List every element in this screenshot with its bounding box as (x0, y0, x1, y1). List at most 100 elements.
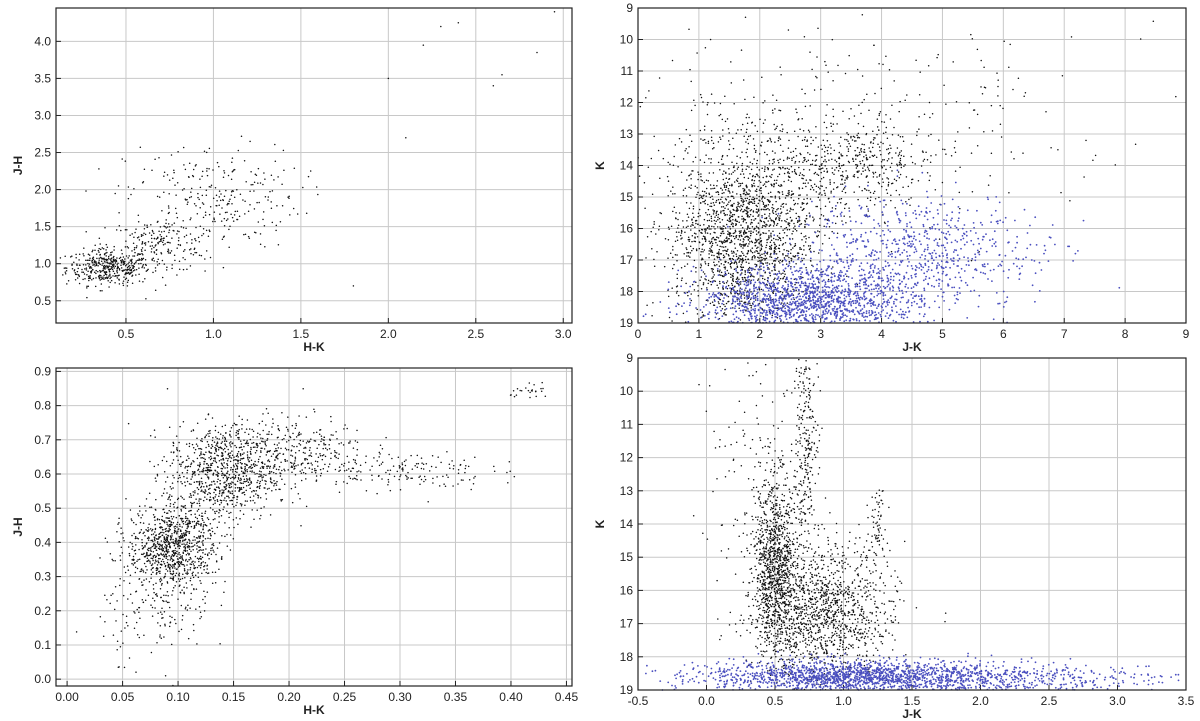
data-point (833, 298, 835, 301)
data-point (748, 116, 750, 119)
data-point (786, 255, 789, 257)
data-point (812, 292, 815, 294)
data-point (888, 69, 891, 71)
data-point (849, 242, 851, 245)
data-point (901, 135, 904, 138)
data-point (733, 251, 735, 254)
data-point (669, 252, 672, 255)
data-point (715, 313, 718, 315)
data-point (672, 186, 674, 188)
data-point (973, 226, 975, 229)
data-point (766, 251, 769, 254)
data-point (805, 238, 807, 240)
data-point (819, 208, 822, 210)
data-point (189, 218, 191, 221)
data-point (834, 222, 837, 225)
data-point (729, 287, 731, 289)
data-point (830, 300, 833, 302)
data-point (129, 234, 131, 236)
data-point (671, 59, 674, 62)
data-point (864, 169, 867, 171)
data-point (852, 318, 855, 321)
data-point (1022, 152, 1024, 154)
data-point (255, 231, 257, 234)
data-point (806, 140, 808, 143)
data-point (236, 210, 239, 212)
data-point (799, 314, 801, 317)
data-point (682, 158, 685, 160)
data-point (726, 287, 729, 290)
data-point (951, 198, 954, 201)
data-point (944, 148, 946, 151)
data-point (882, 63, 884, 66)
data-point (844, 273, 847, 275)
data-point (836, 262, 839, 265)
data-point (764, 225, 767, 228)
data-point (857, 294, 860, 297)
data-point (197, 236, 200, 239)
data-point (853, 313, 856, 316)
data-point (713, 219, 716, 222)
data-point (722, 240, 724, 243)
data-point (738, 289, 741, 292)
data-point (734, 229, 737, 232)
data-point (263, 225, 266, 227)
data-point (910, 265, 913, 267)
data-point (264, 246, 266, 248)
data-point (98, 168, 100, 170)
data-point (730, 61, 732, 63)
data-point (751, 251, 754, 254)
data-point (855, 158, 857, 160)
data-point (792, 296, 795, 299)
data-point (739, 231, 742, 234)
data-point (813, 172, 816, 175)
data-point (746, 215, 749, 218)
data-point (851, 257, 854, 260)
data-point (777, 282, 780, 284)
data-point (780, 212, 782, 215)
data-point (698, 241, 701, 243)
data-point (240, 135, 243, 138)
data-point (802, 161, 804, 164)
data-point (154, 289, 157, 291)
data-point (834, 159, 836, 161)
data-point (732, 171, 734, 173)
data-point (763, 170, 766, 173)
data-point (141, 265, 144, 267)
data-point (872, 176, 875, 178)
data-point (786, 156, 789, 159)
data-point (856, 134, 858, 136)
data-point (144, 244, 147, 246)
data-point (250, 170, 252, 173)
data-point (887, 158, 890, 160)
data-point (745, 287, 747, 289)
data-point (851, 139, 854, 141)
data-point (105, 261, 107, 263)
data-point (824, 297, 827, 299)
data-point (803, 174, 805, 177)
data-point (778, 196, 781, 198)
data-point (718, 114, 720, 117)
data-point (158, 156, 160, 159)
data-point (926, 218, 929, 221)
data-point (269, 190, 271, 193)
data-point (738, 236, 741, 238)
data-point (71, 268, 74, 270)
data-point (783, 257, 786, 259)
data-point (741, 168, 744, 171)
data-point (736, 193, 738, 195)
data-point (690, 140, 693, 143)
data-point (761, 76, 763, 79)
data-point (824, 155, 826, 158)
data-point (783, 172, 786, 175)
data-point (699, 159, 702, 161)
data-point (817, 285, 820, 288)
data-point (232, 220, 235, 222)
data-point (769, 224, 772, 226)
data-point (782, 253, 784, 255)
data-point (712, 292, 715, 294)
data-point (698, 197, 701, 200)
data-point (846, 315, 848, 318)
data-point (870, 314, 873, 316)
